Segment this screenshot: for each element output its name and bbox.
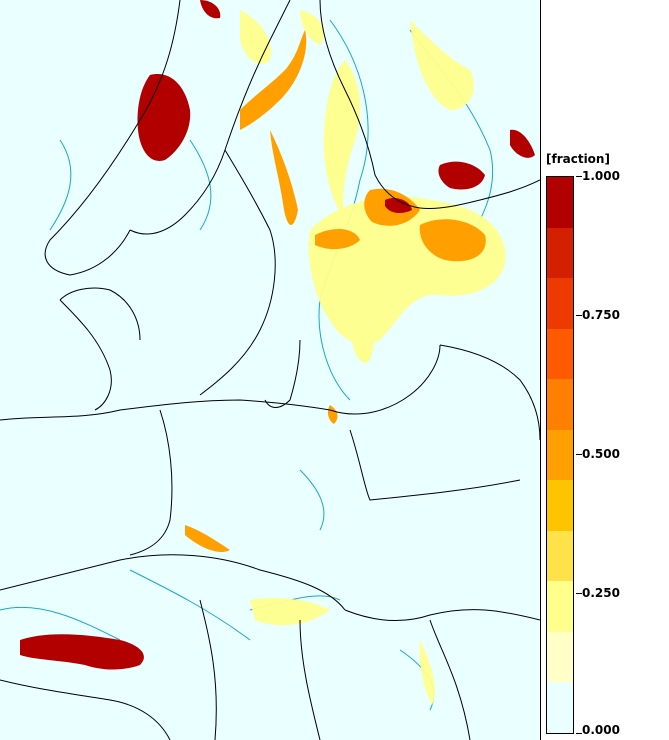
legend-title: [fraction] [546,152,610,166]
legend-band [547,227,573,279]
legend-band [547,177,573,228]
legend-color-bar [546,176,574,734]
legend-band [547,581,573,632]
legend-label-0-75: 0.750 [582,308,620,322]
legend-tick [576,593,582,594]
legend-tick [576,733,582,734]
legend-band [547,530,573,582]
fraction-map [0,0,540,740]
legend-label-0-25: 0.250 [582,586,620,600]
legend-tick [576,176,582,177]
legend-band [547,682,573,734]
legend-tick [576,454,582,455]
mid-fraction-fields [185,30,486,553]
legend-label-min: 0.000 [582,723,620,737]
low-fraction-fields [240,10,506,705]
legend-band [547,480,573,531]
country-borders [0,0,540,740]
map-area [0,0,541,740]
legend-label-max: 1.000 [582,169,620,183]
legend-tick [576,315,582,316]
legend-band [547,429,573,481]
legend-band [547,278,573,329]
legend-label-0-5: 0.500 [582,447,620,461]
legend-band [547,631,573,683]
high-fraction-fields [20,0,535,670]
legend-band [547,328,573,380]
legend-band [547,379,573,430]
